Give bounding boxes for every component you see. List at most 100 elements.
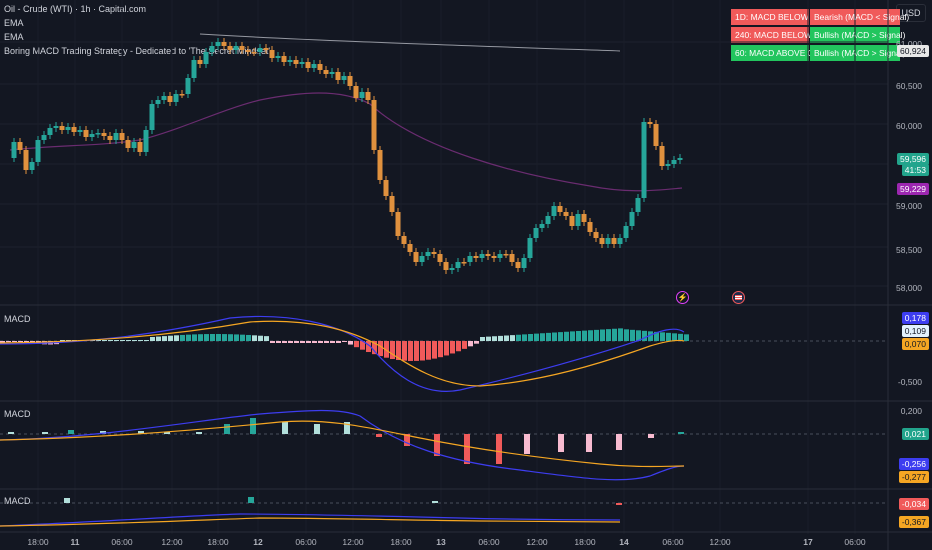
candle-body [485, 254, 491, 256]
candle-body [281, 56, 287, 62]
histogram-bar [6, 341, 11, 343]
histogram-bar [336, 341, 341, 343]
candle-body [419, 256, 425, 262]
ema-legend-2[interactable]: EMA [4, 32, 24, 42]
candle-body [317, 64, 323, 70]
histogram-bar [132, 340, 137, 341]
lightning-icon[interactable]: ⚡ [676, 291, 689, 304]
signal-line [0, 420, 685, 468]
histogram-bar [12, 341, 17, 342]
candle-body [401, 236, 407, 244]
macd-pane-1 [0, 315, 888, 392]
candle-body [149, 104, 155, 130]
histogram-bar [516, 334, 521, 341]
candle-body [437, 254, 443, 262]
macd2-signal-label: -0,277 [898, 471, 929, 483]
macd-pane-3-title[interactable]: MACD [4, 496, 31, 506]
histogram-bar [504, 335, 509, 341]
histogram-bar [312, 341, 317, 343]
ema-slow-price-label: 60,924 [897, 45, 929, 57]
histogram-bar [558, 332, 563, 341]
histogram-bar [198, 334, 203, 341]
candle-body [389, 196, 395, 212]
histogram-bar [402, 341, 407, 361]
strategy-legend[interactable]: Boring MACD Trading Strategy - Dedicated… [4, 46, 271, 56]
histogram-bar [492, 336, 497, 341]
macd-line [0, 315, 685, 392]
candle-body [599, 238, 605, 244]
candle-body [425, 252, 431, 256]
candle-body [569, 216, 575, 226]
histogram-bar [276, 341, 281, 343]
candle-body [617, 238, 623, 244]
histogram-bar [606, 329, 611, 341]
macd1-macd-label: 0,178 [901, 312, 929, 324]
candle-body [71, 127, 77, 132]
histogram-bar [396, 341, 401, 361]
histogram-bar [648, 331, 653, 341]
candle-body [305, 62, 311, 68]
candle-body [311, 64, 317, 68]
candle-body [59, 126, 65, 130]
candle-body [185, 78, 191, 94]
candle-body [341, 76, 347, 80]
candle-body [155, 100, 161, 104]
candle-body [593, 232, 599, 238]
histogram-bar [660, 332, 665, 341]
signal-timeframe: 60: MACD ABOVE 0 [731, 45, 812, 61]
time-axis[interactable]: 18:00 11 06:00 12:00 18:00 12 06:00 12:00 18:00 1… [0, 534, 888, 550]
histogram-bar [324, 341, 329, 343]
macd2-macd-label: -0,256 [898, 458, 929, 470]
macd-pane-2 [0, 409, 888, 481]
candle-body [509, 254, 515, 262]
histogram-bar [192, 334, 197, 341]
time-tick: 06:00 [844, 537, 866, 547]
candle-body [359, 92, 365, 98]
histogram-bar [438, 341, 443, 358]
ema-legend-1[interactable]: EMA [4, 18, 24, 28]
histogram-bar [258, 335, 263, 341]
histogram-bar [282, 422, 288, 434]
candle-body [227, 46, 233, 50]
candle-body [35, 140, 41, 162]
candle-body [77, 130, 83, 132]
candle-body [365, 92, 371, 100]
macd-pane-1-title[interactable]: MACD [4, 314, 31, 324]
histogram-bar [156, 336, 161, 341]
price-tick: 61,000 [896, 39, 922, 49]
price-tick: 60,000 [896, 121, 922, 131]
histogram-bar [390, 341, 395, 360]
macd-pane-2-title[interactable]: MACD [4, 409, 31, 419]
histogram-bar [612, 328, 617, 341]
histogram-bar [408, 341, 413, 361]
candle-body [623, 226, 629, 238]
candle-body [533, 228, 539, 238]
histogram-bar [138, 431, 144, 434]
histogram-bar [576, 331, 581, 341]
histogram-bar [348, 341, 353, 345]
candle-body [53, 126, 59, 128]
histogram-bar [534, 333, 539, 341]
flag-icon[interactable] [732, 291, 745, 304]
ema-fast-line [9, 92, 683, 192]
candle-body [575, 214, 581, 226]
candle-body [605, 238, 611, 244]
histogram-bar [282, 341, 287, 343]
candle-body [83, 130, 89, 137]
histogram-bar [510, 335, 515, 341]
candle-body [473, 256, 479, 258]
ema-slow-line [199, 33, 621, 52]
histogram-bar [138, 340, 143, 341]
candle-body [557, 206, 563, 212]
histogram-bar [314, 424, 320, 434]
histogram-bar [228, 334, 233, 341]
histogram-bar [432, 341, 437, 359]
candle-body [11, 142, 17, 158]
histogram-bar [564, 331, 569, 341]
candle-body [221, 42, 227, 46]
candle-body [671, 160, 677, 164]
time-tick: 18:00 [574, 537, 596, 547]
macd1-signal-label: 0,070 [901, 338, 929, 350]
time-tick: 12:00 [709, 537, 731, 547]
